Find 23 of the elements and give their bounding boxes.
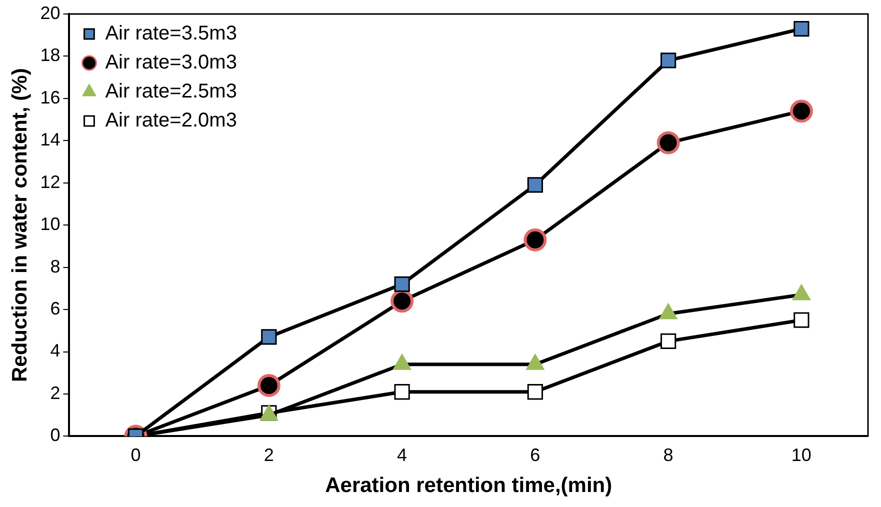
legend-label: Air rate=3.0m3 <box>105 52 237 74</box>
x-tick-label: 6 <box>530 444 540 465</box>
y-tick-label: 0 <box>50 425 60 446</box>
x-tick-label: 4 <box>397 444 408 465</box>
y-tick-label: 20 <box>40 2 60 23</box>
y-tick-label: 6 <box>50 298 60 319</box>
y-tick-label: 4 <box>50 340 60 361</box>
y-tick-label: 18 <box>40 45 60 66</box>
x-tick-label: 10 <box>791 444 812 465</box>
legend-label: Air rate=3.5m3 <box>105 22 237 45</box>
legend-label: Air rate=2.0m3 <box>105 110 237 132</box>
x-tick-label: 8 <box>663 444 674 465</box>
y-tick-label: 16 <box>40 87 60 108</box>
y-axis-title: Reduction in water content, (%) <box>8 68 32 382</box>
x-axis-title: Aeration retention time,(min) <box>325 474 612 498</box>
y-tick-label: 10 <box>40 214 60 234</box>
legend-label: Air rate=2.5m3 <box>105 80 237 103</box>
y-tick-label: 12 <box>40 172 60 192</box>
x-tick-label: 0 <box>130 444 141 465</box>
y-tick-label: 8 <box>50 256 60 276</box>
x-tick-label: 2 <box>264 444 274 465</box>
y-tick-label: 2 <box>50 382 60 403</box>
y-tick-label: 14 <box>40 130 60 150</box>
